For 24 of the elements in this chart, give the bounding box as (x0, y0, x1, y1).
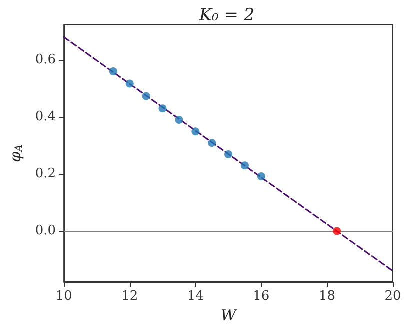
x-tick-label: 10 (56, 289, 72, 304)
y-axis-title: φA (6, 144, 25, 162)
y-tick-label: 0.6 (35, 52, 56, 68)
point (109, 67, 118, 76)
x-tick-label: 14 (187, 289, 204, 304)
y-tick-label: 0.2 (35, 166, 56, 182)
point (192, 128, 200, 136)
y-tick-label: 0.4 (35, 110, 56, 125)
x-axis-title: W (220, 306, 238, 324)
point (158, 104, 167, 113)
x-tick-label: 20 (384, 289, 402, 304)
y-tick-label: 0.0 (35, 224, 56, 239)
point (224, 150, 233, 158)
point (142, 92, 150, 100)
x-tick-label: 18 (318, 289, 336, 304)
x-tick-label: 16 (253, 289, 270, 304)
x-tick-label: 12 (122, 289, 138, 304)
point (208, 139, 216, 148)
point (126, 80, 134, 88)
point (333, 227, 342, 236)
point (257, 172, 266, 180)
point (240, 162, 249, 170)
point (175, 116, 184, 124)
chart-title: K₀ = 2 (198, 6, 255, 26)
